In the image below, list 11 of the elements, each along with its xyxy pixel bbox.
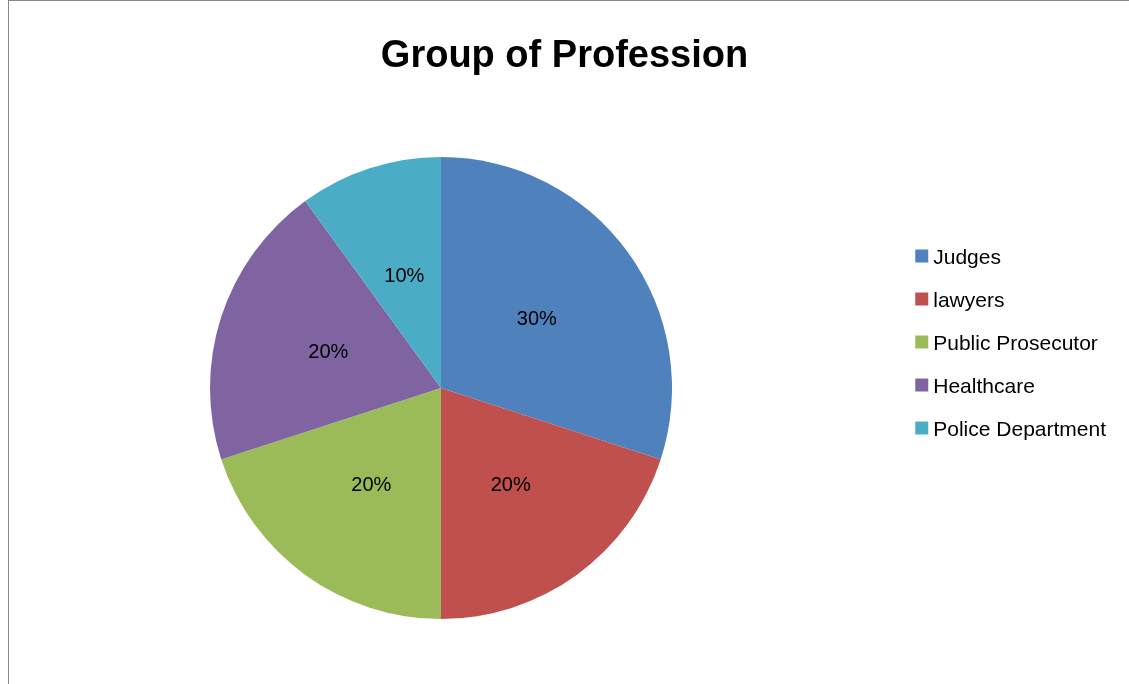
legend-label: Police Department <box>933 416 1107 440</box>
legend-label: Public Prosecutor <box>933 330 1098 354</box>
legend-label: lawyers <box>933 287 1005 311</box>
legend-label: Judges <box>933 244 1001 268</box>
data-label: 20% <box>308 340 349 363</box>
data-label: 20% <box>351 472 392 495</box>
data-label: 20% <box>490 472 531 495</box>
data-label: 10% <box>384 264 425 287</box>
legend-label: Healthcare <box>933 373 1035 397</box>
chart-title: Group of Profession <box>380 33 749 75</box>
data-label: 30% <box>516 307 558 330</box>
